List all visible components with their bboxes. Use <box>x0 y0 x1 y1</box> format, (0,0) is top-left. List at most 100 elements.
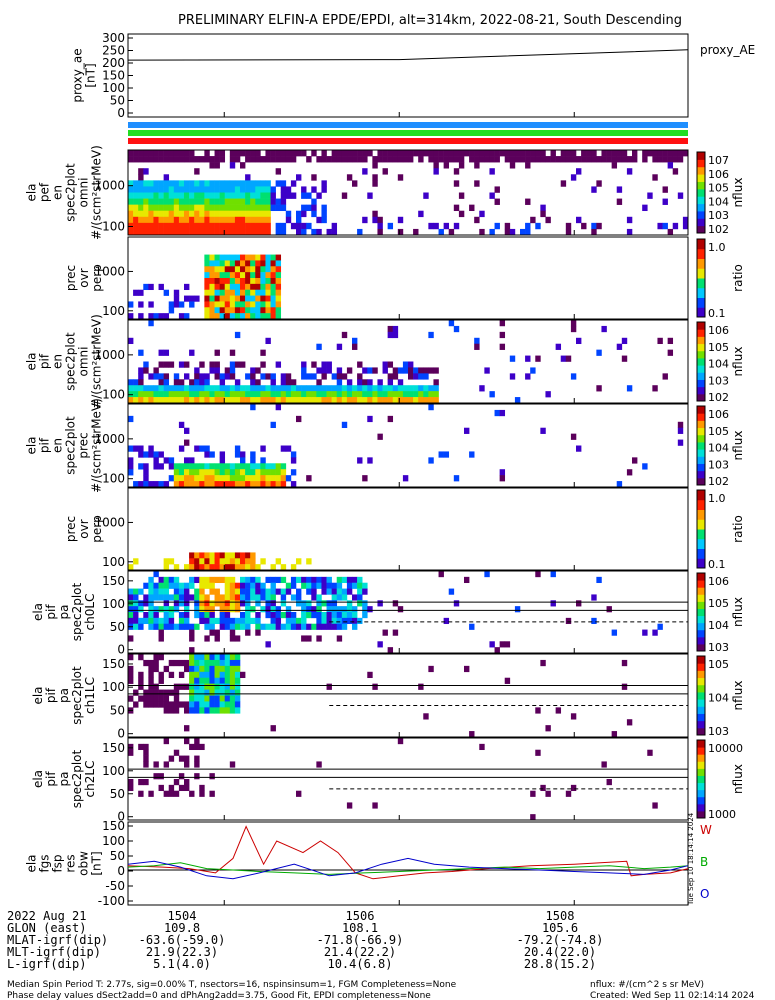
heatmap-cell <box>143 755 149 762</box>
heatmap-cell <box>576 600 582 607</box>
colorbar-segment <box>697 218 705 227</box>
y-label-line: #/(scm²strMeV) <box>90 145 104 240</box>
colorbar-segment <box>697 775 705 784</box>
heatmap-cell <box>296 558 302 565</box>
heatmap-cell <box>382 367 388 374</box>
heatmap-cell <box>234 204 241 212</box>
heatmap-cell <box>453 600 460 607</box>
heatmap-cell <box>209 558 215 565</box>
heatmap-cell <box>224 289 231 296</box>
colorbar-segment <box>697 278 705 289</box>
heatmap-cell <box>331 222 338 230</box>
heatmap-cell <box>418 373 424 380</box>
heatmap-cell <box>632 457 638 464</box>
colorbar-label: nflux <box>731 681 745 711</box>
y-tick-label: 50 <box>110 94 125 108</box>
heatmap-cell <box>260 361 266 368</box>
heatmap-cell <box>143 475 149 482</box>
heatmap-cell <box>204 295 210 302</box>
heatmap-cell <box>240 192 246 199</box>
heatmap-cell <box>184 457 190 464</box>
heatmap-cell <box>234 594 241 601</box>
heatmap-cell <box>250 367 256 374</box>
heatmap-cell <box>316 156 322 163</box>
heatmap-cell <box>321 156 327 163</box>
heatmap-cell <box>245 156 251 163</box>
heatmap-cell <box>570 150 577 157</box>
heatmap-cell <box>260 204 266 212</box>
heatmap-cell <box>392 385 399 392</box>
heatmap-cell <box>234 588 241 595</box>
heatmap-cell <box>128 210 134 218</box>
heatmap-cell <box>178 612 185 619</box>
heatmap-cell <box>229 228 236 236</box>
heatmap-cell <box>240 307 246 314</box>
heatmap-cell <box>163 391 170 398</box>
heatmap-cell <box>178 186 185 193</box>
heatmap-cell <box>250 228 256 236</box>
heatmap-cell <box>570 320 577 327</box>
heatmap-cell <box>402 361 409 368</box>
heatmap-cell <box>199 612 205 619</box>
heatmap-cell <box>301 623 307 630</box>
heatmap-cell <box>260 588 266 595</box>
heatmap-cell <box>494 409 500 417</box>
heatmap-cell <box>219 481 226 488</box>
heatmap-cell <box>148 198 154 205</box>
heatmap-cell <box>275 180 282 187</box>
heatmap-cell <box>336 612 343 619</box>
heatmap-cell <box>316 385 322 392</box>
heatmap-cell <box>204 186 210 193</box>
heatmap-cell <box>189 564 195 571</box>
heatmap-cell <box>489 150 495 157</box>
heatmap-cell <box>219 659 226 667</box>
heatmap-cell <box>234 463 241 470</box>
heatmap-cell <box>229 385 236 392</box>
heatmap-cell <box>173 373 180 380</box>
y-label-line: pif <box>38 353 52 369</box>
heatmap-cell <box>341 594 348 601</box>
heatmap-cell <box>153 612 159 619</box>
heatmap-cell <box>153 571 159 578</box>
heatmap-cell <box>209 654 215 661</box>
heatmap-cell <box>321 397 327 404</box>
heatmap-cell <box>270 307 276 314</box>
heatmap-cell <box>219 391 226 398</box>
heatmap-cell <box>275 254 282 261</box>
heatmap-cell <box>311 204 317 212</box>
heatmap-cell <box>209 469 215 476</box>
heatmap-cell <box>194 216 200 224</box>
heatmap-cell <box>357 600 363 607</box>
heatmap-cell <box>265 623 271 630</box>
heatmap-cell <box>224 373 231 380</box>
heatmap-cell <box>224 192 231 199</box>
heatmap-cell <box>443 156 450 163</box>
heatmap-cell <box>621 683 628 690</box>
heatmap-cell <box>245 283 251 291</box>
heatmap-cell <box>301 385 307 392</box>
heatmap-cell <box>311 623 317 630</box>
heatmap-cell <box>163 790 170 797</box>
heatmap-cell <box>194 228 200 236</box>
heatmap-cell <box>433 162 439 169</box>
heatmap-cell <box>143 367 149 374</box>
heatmap-cell <box>199 481 205 488</box>
heatmap-cell <box>245 260 251 267</box>
heatmap-cell <box>316 228 322 236</box>
heatmap-cell <box>606 150 612 157</box>
heatmap-cell <box>341 588 348 595</box>
heatmap-cell <box>270 588 276 595</box>
heatmap-cell <box>250 156 256 163</box>
heatmap-cell <box>163 210 170 218</box>
heatmap-cell <box>234 701 241 708</box>
heatmap-cell <box>209 629 215 636</box>
heatmap-cell <box>189 210 195 218</box>
heatmap-cell <box>397 156 404 163</box>
heatmap-cell <box>224 313 231 320</box>
heatmap-cell <box>245 629 251 636</box>
colorbar-tick-label: 103 <box>708 725 729 738</box>
heatmap-cell <box>138 743 144 751</box>
heatmap-cell <box>250 210 256 218</box>
heatmap-cell <box>270 266 276 273</box>
heatmap-cell <box>168 659 175 667</box>
